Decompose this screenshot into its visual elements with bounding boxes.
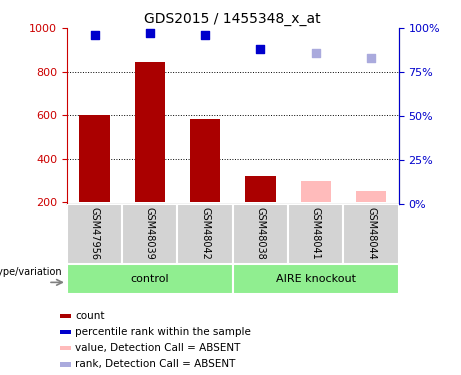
Bar <box>177 204 233 264</box>
Bar <box>233 204 288 264</box>
Text: count: count <box>75 311 105 321</box>
Bar <box>190 119 220 202</box>
Title: GDS2015 / 1455348_x_at: GDS2015 / 1455348_x_at <box>144 12 321 26</box>
Point <box>201 32 209 38</box>
Text: value, Detection Call = ABSENT: value, Detection Call = ABSENT <box>75 343 241 353</box>
Bar <box>67 204 122 264</box>
Text: genotype/variation: genotype/variation <box>0 267 62 277</box>
Point <box>367 55 375 61</box>
Bar <box>135 62 165 202</box>
Text: control: control <box>130 274 169 284</box>
Bar <box>288 204 343 264</box>
Bar <box>301 181 331 202</box>
Bar <box>59 330 71 334</box>
Bar <box>122 204 177 264</box>
Text: AIRE knockout: AIRE knockout <box>276 274 356 284</box>
Text: GSM48042: GSM48042 <box>200 207 210 260</box>
Text: percentile rank within the sample: percentile rank within the sample <box>75 327 251 337</box>
Text: rank, Detection Call = ABSENT: rank, Detection Call = ABSENT <box>75 360 236 369</box>
Bar <box>59 346 71 350</box>
Text: GSM48038: GSM48038 <box>255 207 266 260</box>
Text: GSM47956: GSM47956 <box>89 207 100 260</box>
Bar <box>245 176 276 202</box>
Point <box>91 32 98 38</box>
Bar <box>343 204 399 264</box>
Bar <box>233 264 399 294</box>
Text: GSM48044: GSM48044 <box>366 207 376 260</box>
Bar <box>79 115 110 202</box>
Bar <box>59 314 71 318</box>
Bar <box>67 264 233 294</box>
Point <box>312 50 319 56</box>
Text: GSM48039: GSM48039 <box>145 207 155 260</box>
Point <box>146 30 154 36</box>
Bar <box>59 363 71 366</box>
Bar <box>356 191 386 202</box>
Point <box>257 46 264 52</box>
Text: GSM48041: GSM48041 <box>311 207 321 260</box>
